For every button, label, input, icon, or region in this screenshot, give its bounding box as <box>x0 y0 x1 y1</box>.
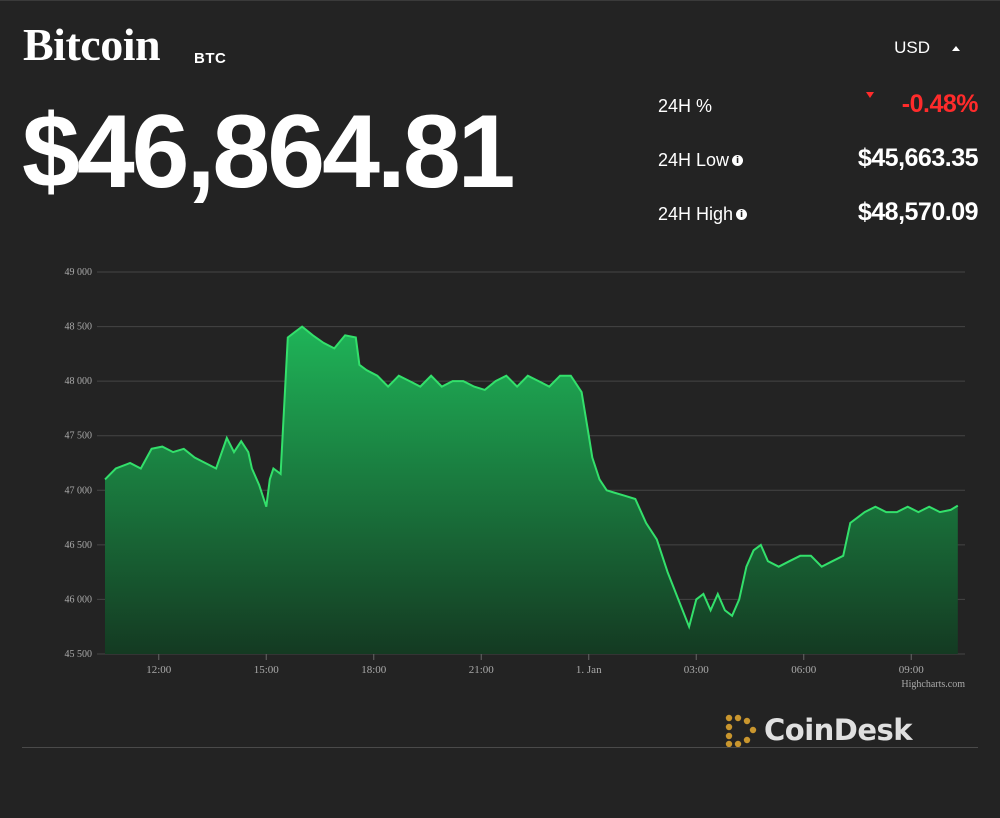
footer-divider <box>22 747 978 748</box>
price-line <box>104 325 959 630</box>
coin-name: Bitcoin <box>23 19 161 70</box>
info-icon[interactable]: i <box>732 155 744 166</box>
y-tick-label: 45 500 <box>65 649 93 660</box>
price-area <box>105 326 958 654</box>
x-tick-label: 03:00 <box>684 664 710 676</box>
currency-selector[interactable]: USD <box>894 38 960 58</box>
y-tick-label: 47 500 <box>65 431 93 442</box>
stats-panel: 24H % -0.48% 24H Low i $45,663.35 24H Hi… <box>658 90 979 252</box>
price-chart[interactable]: 45 500 46 000 46 500 47 000 47 500 48 000 48 5… <box>0 255 1000 685</box>
stat-24h-low: 24H Low i $45,663.35 <box>658 144 979 198</box>
highcharts-credit[interactable]: Highcharts.com <box>901 679 965 690</box>
stat-value: $45,663.35 <box>857 144 979 172</box>
stat-label: 24H High <box>658 204 734 224</box>
current-price: $46,864.81 <box>22 94 516 210</box>
currency-label: USD <box>894 38 930 57</box>
coindesk-logo-icon <box>725 714 757 747</box>
x-tick-label: 15:00 <box>254 664 280 676</box>
y-tick-label: 48 500 <box>65 322 93 333</box>
x-tick-label: 21:00 <box>469 664 495 676</box>
x-tick-label: 1. Jan <box>576 664 602 676</box>
stat-label-group: 24H High i <box>658 204 748 225</box>
x-tick-label: 06:00 <box>791 664 817 676</box>
x-tick-label: 09:00 <box>899 664 925 676</box>
stat-value: $48,570.09 <box>857 198 979 226</box>
x-axis: 12:00 15:00 18:00 21:00 1. Jan 03:00 06:00 09:0… <box>146 654 924 676</box>
coin-symbol: BTC <box>194 50 227 67</box>
x-tick-label: 18:00 <box>361 664 387 676</box>
coindesk-brand-text: CoinDesk <box>764 713 913 747</box>
stat-24h-change: 24H % -0.48% <box>658 90 979 144</box>
stat-24h-high: 24H High i $48,570.09 <box>658 198 979 252</box>
info-icon[interactable]: i <box>736 209 748 220</box>
y-tick-label: 46 000 <box>65 594 93 605</box>
y-tick-label: 47 000 <box>65 485 93 496</box>
coindesk-logo[interactable]: CoinDesk <box>724 713 913 747</box>
y-tick-label: 48 000 <box>65 376 93 387</box>
y-tick-label: 49 000 <box>65 267 93 278</box>
down-arrow-icon <box>866 92 874 98</box>
x-tick-label: 12:00 <box>146 664 172 676</box>
stat-label: 24H % <box>658 96 713 116</box>
y-axis: 45 500 46 000 46 500 47 000 47 500 48 000 48 5… <box>65 267 93 660</box>
y-tick-label: 46 500 <box>65 540 93 551</box>
stat-value: -0.48% <box>901 90 979 118</box>
caret-up-icon <box>952 45 960 51</box>
top-border <box>0 0 1000 1</box>
stat-label-group: 24H Low i <box>658 150 744 171</box>
stat-label: 24H Low <box>658 150 730 170</box>
